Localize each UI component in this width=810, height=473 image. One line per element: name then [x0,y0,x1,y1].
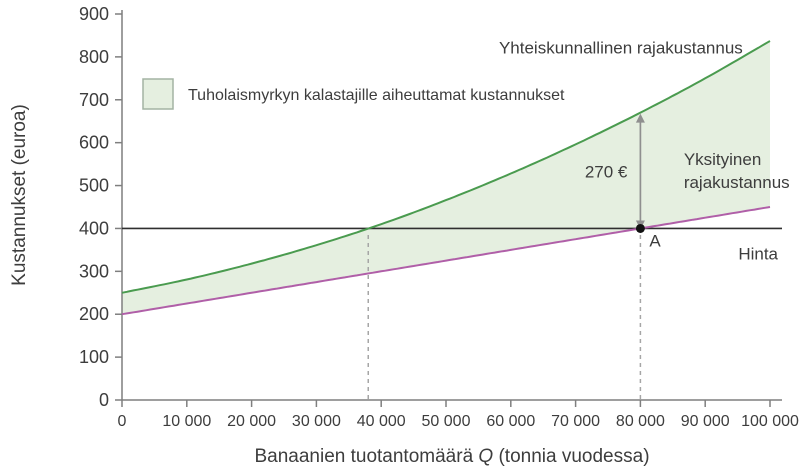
y-axis-title: Kustannukset (euroa) [9,104,30,286]
y-tick-label: 800 [79,47,109,67]
x-tick-label: 20 000 [227,413,276,430]
social-marginal-cost-curve [121,40,771,294]
legend: Tuholaismyrkyn kalastajille aiheuttamat … [142,78,565,110]
y-tick-label: 100 [79,347,109,367]
x-tick-label: 40 000 [357,413,406,430]
y-tick-label: 400 [79,218,109,238]
point-a-label: A [649,231,661,250]
y-tick-label: 500 [79,176,109,196]
y-tick-label: 700 [79,90,109,110]
x-axis-title: Banaanien tuotantomäärä Q (tonnia vuodes… [254,446,649,467]
x-tick-label: 70 000 [551,413,600,430]
private-curve-label: rajakustannus [684,173,790,192]
gap-arrow-label: 270 € [585,163,628,182]
y-tick-label: 600 [79,133,109,153]
x-tick-label: 80 000 [616,413,665,430]
social-curve-label: Yhteiskunnallinen rajakustannus [499,38,743,57]
x-tick-label: 0 [118,413,127,430]
x-tick-label: 60 000 [486,413,535,430]
legend-swatch [142,78,174,110]
price-line-label: Hinta [738,244,778,263]
y-tick-label: 900 [79,4,109,24]
private-curve-label: Yksityinen [684,150,761,169]
x-tick-label: 90 000 [681,413,730,430]
x-tick-label: 30 000 [292,413,341,430]
x-tick-label: 100 000 [741,413,799,430]
external-cost-shaded-area [122,41,770,315]
y-tick-label: 0 [99,390,109,410]
private-marginal-cost-curve [121,206,771,316]
axes: 0 100 200 300 400 500 600 700 800 900 0 10 000 20 00… [79,4,799,430]
legend-label: Tuholaismyrkyn kalastajille aiheuttamat … [188,87,565,104]
x-tick-label: 50 000 [422,413,471,430]
gap-arrow: 270 € [585,113,645,230]
x-tick-label: 10 000 [162,413,211,430]
arrowhead-up-icon [635,113,645,123]
y-tick-label: 300 [79,261,109,281]
point-a-marker [635,223,645,233]
y-tick-label: 200 [79,304,109,324]
